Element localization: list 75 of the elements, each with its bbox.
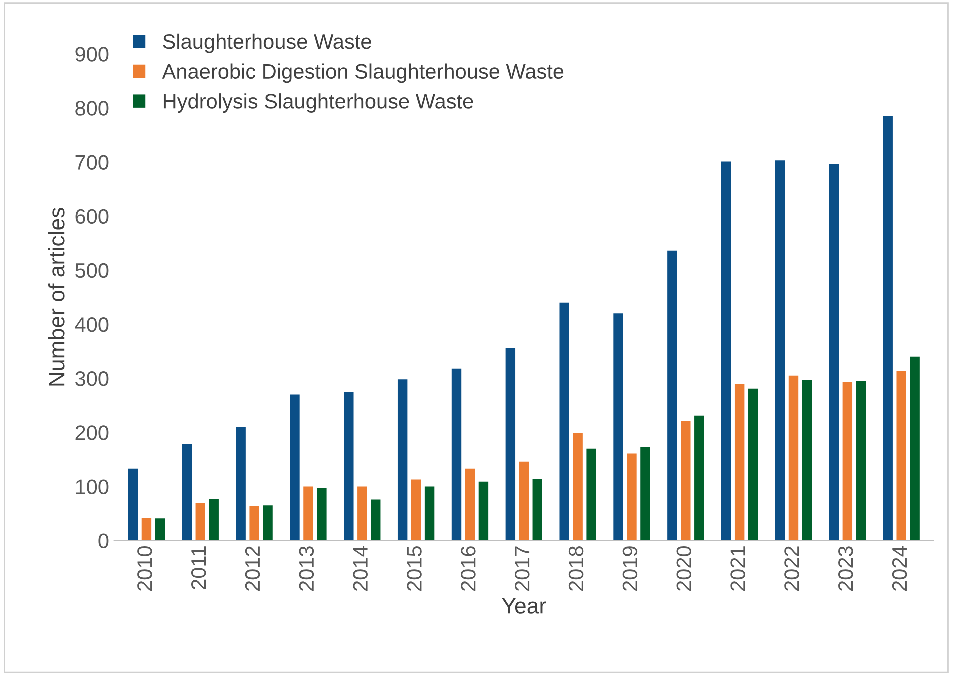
y-tick-label: 200 <box>76 426 109 440</box>
bar <box>371 500 381 541</box>
bar <box>842 382 853 541</box>
y-tick-label: 0 <box>98 534 109 549</box>
bar <box>614 314 624 541</box>
bar <box>424 486 435 541</box>
bar <box>452 368 462 541</box>
x-tick-label: 2019 <box>622 546 638 591</box>
y-tick-label: 300 <box>76 372 109 386</box>
bar <box>829 164 840 541</box>
bar <box>465 468 476 541</box>
bar <box>748 388 758 541</box>
x-axis-title: Year <box>502 598 546 614</box>
y-tick-label: 400 <box>75 317 109 332</box>
bar <box>304 486 314 541</box>
bar <box>250 506 260 541</box>
x-tick-label: 2023 <box>838 546 854 591</box>
y-axis-title: Number of articles <box>48 208 65 386</box>
bar <box>290 394 300 541</box>
bar <box>196 502 206 541</box>
legend-label: Hydrolysis Slaughterhouse Waste <box>164 94 474 113</box>
bar <box>910 356 920 541</box>
y-tick-label: 100 <box>76 480 109 494</box>
bar <box>519 462 530 541</box>
bar <box>788 376 799 541</box>
y-tick-label: 900 <box>76 47 109 62</box>
x-tick-label: 2024 <box>892 546 908 591</box>
x-tick-label: 2021 <box>730 546 746 591</box>
x-tick-label: 2017 <box>514 546 530 591</box>
bar <box>856 381 866 541</box>
y-tick-label: 700 <box>76 155 109 170</box>
y-tick-label: 600 <box>76 209 109 224</box>
bar <box>734 384 745 541</box>
bar <box>532 479 542 541</box>
x-tick-label: 2014 <box>353 546 368 591</box>
bar <box>802 380 812 541</box>
x-tick-label: 2012 <box>245 546 260 591</box>
bar <box>411 480 422 541</box>
x-tick-label: 2020 <box>676 546 692 591</box>
y-tick-label: 500 <box>76 263 109 278</box>
x-tick-label: 2011 <box>191 546 206 590</box>
bar <box>209 499 219 541</box>
x-tick-label: 2010 <box>138 546 152 591</box>
x-tick-label: 2015 <box>407 546 422 591</box>
bar <box>358 486 368 541</box>
y-tick-label: 800 <box>76 101 109 116</box>
x-tick-label: 2018 <box>568 546 584 591</box>
bar <box>896 372 906 541</box>
bar <box>236 427 246 541</box>
x-tick-label: 2022 <box>784 546 800 591</box>
legend-label: Slaughterhouse Waste <box>163 34 372 54</box>
bar <box>681 421 691 541</box>
x-tick-label: 2016 <box>461 546 476 591</box>
bar <box>627 454 637 541</box>
bar <box>317 488 327 541</box>
legend-label: Anaerobic Digestion Slaughterhouse Waste <box>162 64 564 84</box>
bar <box>398 380 408 541</box>
bar <box>560 302 570 541</box>
bar <box>668 250 678 541</box>
bar <box>263 506 273 541</box>
bar <box>586 448 596 541</box>
bar <box>142 518 152 541</box>
bar <box>694 416 704 541</box>
bar <box>506 348 516 541</box>
bar <box>478 482 489 541</box>
bar <box>721 162 732 541</box>
bar <box>640 447 650 541</box>
x-tick-label: 2013 <box>299 546 314 591</box>
bar <box>883 116 893 541</box>
bar <box>344 392 354 541</box>
bar <box>128 468 138 541</box>
bar <box>155 518 166 541</box>
bar <box>775 160 786 541</box>
bar <box>182 444 192 541</box>
bar <box>573 433 583 541</box>
